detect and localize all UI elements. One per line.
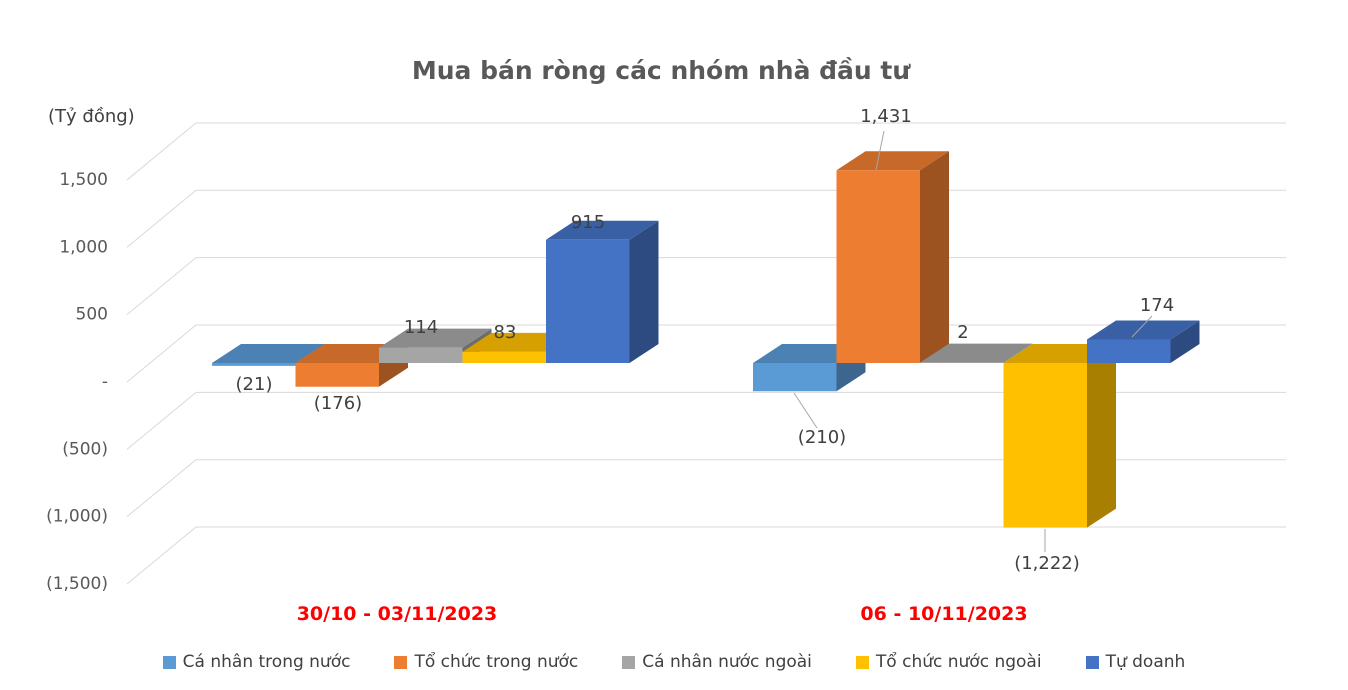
legend-color-swatch-icon [162, 655, 176, 669]
bar-face [836, 170, 920, 363]
legend-label: Cá nhân trong nước [182, 652, 351, 672]
bar-face [1003, 343, 1033, 363]
data-label: 83 [494, 322, 517, 343]
data-label: (176) [314, 393, 362, 414]
data-label: 174 [1140, 295, 1174, 316]
legend-color-swatch-icon [622, 655, 636, 669]
legend-item-tu-doanh: Tự doanh [1085, 652, 1186, 672]
bar-face [1087, 344, 1116, 528]
bar-face [462, 351, 546, 363]
bar-face [920, 343, 1033, 363]
gridline [126, 459, 1286, 518]
bar-face [379, 347, 463, 363]
legend: Cá nhân trong nước Tổ chức trong nước Cá… [0, 648, 1348, 676]
bar-face [379, 328, 492, 348]
legend-label: Tổ chức trong nước [414, 652, 579, 672]
data-label-leader-line [1131, 315, 1153, 338]
y-tick-label: 1,500 [59, 170, 108, 190]
data-label: (21) [236, 374, 273, 395]
bar-3-1 [1003, 344, 1116, 528]
bar-face [836, 151, 949, 171]
category-label: 30/10 - 03/11/2023 [297, 603, 498, 625]
gridline [126, 391, 1286, 450]
bar-1-1 [836, 151, 949, 363]
data-label: (210) [798, 427, 846, 448]
y-axis-unit-label: (Tỷ đồng) [48, 106, 135, 127]
y-tick-label: 500 [76, 305, 108, 325]
legend-color-swatch-icon [394, 655, 408, 669]
chart-title: Mua bán ròng các nhóm nhà đầu tư [411, 56, 911, 85]
legend-label: Tổ chức nước ngoài [875, 652, 1042, 672]
bar-4-0 [546, 220, 659, 363]
bar-4-1 [1087, 320, 1200, 363]
bar-face [212, 363, 296, 366]
bar-face [295, 363, 379, 387]
data-label: 915 [571, 212, 605, 233]
bar-face [1170, 320, 1200, 363]
y-tick-label: (1,500) [46, 574, 108, 594]
bar-2-1 [920, 343, 1033, 363]
legend-item-to-chuc-nuoc-ngoai: Tổ chức nước ngoài [855, 652, 1042, 672]
legend-item-ca-nhan-trong-nuoc: Cá nhân trong nước [162, 652, 351, 672]
category-label: 06 - 10/11/2023 [860, 603, 1027, 625]
bar-face [1003, 363, 1087, 528]
legend-label: Tự doanh [1105, 652, 1186, 672]
bar-face [629, 220, 659, 363]
bar-face [920, 151, 949, 363]
y-tick-label: - [102, 372, 108, 392]
bar-face [546, 239, 630, 363]
gridline [126, 122, 1286, 181]
gridline [126, 526, 1286, 585]
bar-face [546, 220, 659, 240]
y-tick-label: (500) [62, 439, 108, 459]
data-label-leader-line [793, 392, 818, 429]
bar-face [1087, 320, 1200, 340]
legend-item-to-chuc-trong-nuoc: Tổ chức trong nước [394, 652, 578, 672]
legend-color-swatch-icon [1085, 655, 1099, 669]
data-label: 1,431 [860, 106, 912, 127]
data-label: (1,222) [1014, 553, 1080, 574]
data-label: 114 [404, 317, 438, 338]
y-tick-label: 1,000 [59, 237, 108, 257]
gridline [126, 257, 1286, 316]
legend-item-ca-nhan-nuoc-ngoai: Cá nhân nước ngoài [622, 652, 812, 672]
bar-face [753, 363, 837, 392]
bar-face [212, 344, 325, 363]
legend-label: Cá nhân nước ngoài [642, 652, 812, 672]
data-label-leader-line [875, 130, 885, 171]
legend-color-swatch-icon [855, 655, 869, 669]
gridline [126, 189, 1286, 248]
y-tick-label: (1,000) [46, 507, 108, 527]
data-label: 2 [957, 322, 968, 343]
bar-face [1087, 339, 1171, 363]
